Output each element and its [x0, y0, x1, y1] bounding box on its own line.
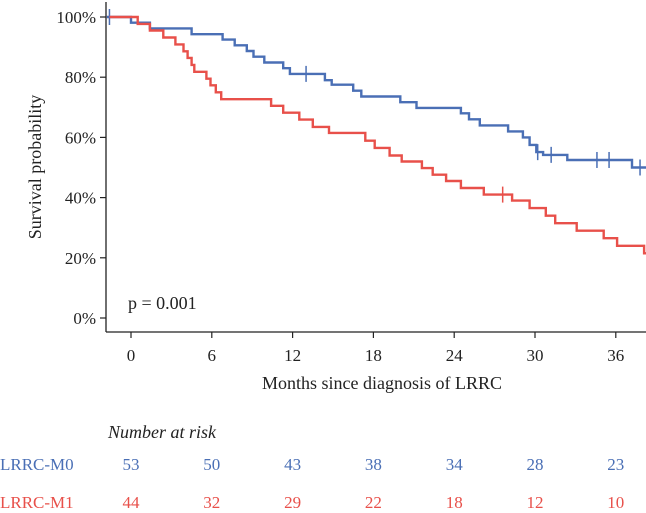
y-tick-label: 20%: [65, 249, 96, 268]
risk-count: 32: [203, 493, 220, 512]
risk-row-label: LRRC-M0: [0, 455, 74, 474]
axes: [105, 2, 646, 333]
survival-curve-lrrc-m1: [109, 15, 646, 255]
plot-area: [106, 9, 646, 255]
x-tick-label: 6: [208, 346, 217, 365]
risk-count: 43: [284, 455, 301, 474]
y-tick-label: 0%: [73, 309, 96, 328]
x-ticks: 0 6 12 18 24 30 36: [127, 332, 624, 365]
y-tick-label: 100%: [56, 8, 96, 27]
y-axis-title: Survival probability: [25, 95, 45, 239]
risk-count: 10: [607, 493, 624, 512]
risk-count: 18: [446, 493, 463, 512]
y-tick-label: 80%: [65, 68, 96, 87]
risk-table-title: Number at risk: [107, 422, 217, 442]
risk-count: 53: [123, 455, 140, 474]
survival-curve-lrrc-m0: [106, 15, 646, 169]
risk-count: 22: [365, 493, 382, 512]
x-tick-label: 36: [607, 346, 624, 365]
risk-count: 38: [365, 455, 382, 474]
y-tick-label: 60%: [65, 128, 96, 147]
x-tick-label: 24: [446, 346, 464, 365]
risk-table: Number at risk LRRC-M0 53 50 43 38 34 28 23 LRRC…: [0, 422, 624, 512]
risk-row-label: LRRC-M1: [0, 493, 74, 512]
x-tick-label: 30: [527, 346, 544, 365]
risk-count: 50: [203, 455, 220, 474]
x-tick-label: 18: [365, 346, 382, 365]
x-tick-label: 12: [284, 346, 301, 365]
p-value-annotation: p = 0.001: [128, 293, 197, 313]
risk-count: 34: [446, 455, 464, 474]
y-ticks: 0% 20% 40% 60% 80% 100%: [56, 8, 106, 328]
x-tick-label: 0: [127, 346, 136, 365]
x-axis-title: Months since diagnosis of LRRC: [262, 373, 502, 393]
risk-count: 44: [123, 493, 141, 512]
risk-count: 23: [607, 455, 624, 474]
risk-count: 29: [284, 493, 301, 512]
y-tick-label: 40%: [65, 189, 96, 208]
risk-count: 28: [527, 455, 544, 474]
risk-count: 12: [527, 493, 544, 512]
